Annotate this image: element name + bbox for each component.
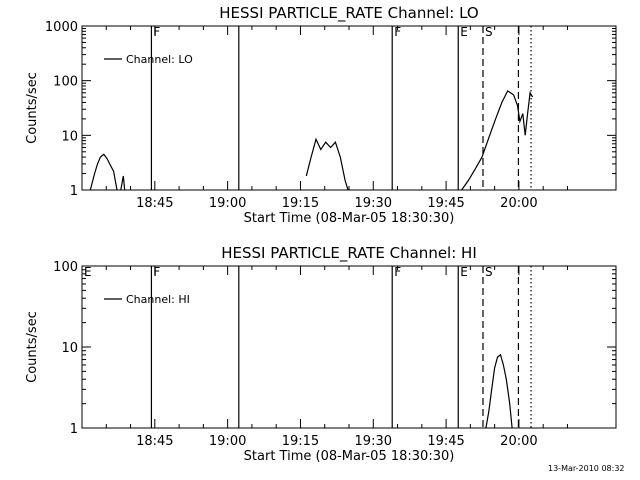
y-tick-label: 10 — [61, 341, 78, 356]
event-marker-label: F — [394, 265, 401, 279]
legend-label: Channel: HI — [126, 293, 190, 306]
x-tick-label: 20:00 — [500, 434, 537, 449]
x-tick-label: 19:15 — [282, 196, 319, 211]
x-axis-label: Start Time (08-Mar-05 18:30:30) — [244, 449, 455, 464]
x-tick-label: 19:30 — [355, 434, 392, 449]
plot-frame — [81, 25, 617, 191]
chart-title: HESSI PARTICLE_RATE Channel: HI — [221, 244, 477, 263]
y-axis-label: Counts/sec — [25, 72, 40, 144]
data-series-line — [89, 153, 118, 191]
y-tick-label: 1000 — [45, 20, 78, 35]
x-tick-label: 19:45 — [427, 196, 464, 211]
plot-frame — [81, 265, 617, 429]
x-tick-label: 19:30 — [355, 196, 392, 211]
x-tick-label: 20:00 — [500, 196, 537, 211]
event-marker-label: E — [460, 265, 468, 279]
data-series-line — [120, 175, 126, 191]
legend-label: Channel: LO — [126, 53, 193, 66]
y-axis-label: Counts/sec — [25, 311, 40, 383]
event-marker-label: S — [485, 265, 493, 279]
event-marker-label: F — [153, 25, 160, 39]
y-tick-label: 100 — [53, 260, 78, 275]
chart-title: HESSI PARTICLE_RATE Channel: LO — [219, 4, 478, 23]
event-marker-label: S — [485, 25, 493, 39]
x-tick-label: 19:00 — [209, 196, 246, 211]
x-tick-label: 18:45 — [136, 196, 173, 211]
y-tick-label: 10 — [61, 129, 78, 144]
y-tick-label: 1 — [70, 422, 78, 437]
chart-panel-lo: HESSI PARTICLE_RATE Channel: LO 1 10 100 100… — [25, 4, 617, 226]
event-marker-label: F — [394, 25, 401, 39]
x-axis-label: Start Time (08-Mar-05 18:30:30) — [244, 211, 455, 226]
event-marker-label: F — [153, 265, 160, 279]
footer-timestamp: 13-Mar-2010 08:32 — [548, 464, 625, 473]
x-tick-label: 19:45 — [427, 434, 464, 449]
data-series-line — [485, 353, 513, 429]
chart-panel-hi: HESSI PARTICLE_RATE Channel: HI 1 10 100 18:… — [25, 244, 617, 464]
y-tick-label: 100 — [53, 75, 78, 90]
x-tick-label: 19:00 — [209, 434, 246, 449]
data-series-line — [461, 90, 534, 191]
event-marker-label: E — [460, 25, 468, 39]
data-series-line — [305, 137, 349, 191]
event-marker-label: E — [84, 265, 92, 279]
x-tick-label: 18:45 — [136, 434, 173, 449]
x-tick-label: 19:15 — [282, 434, 319, 449]
y-tick-label: 1 — [70, 184, 78, 199]
